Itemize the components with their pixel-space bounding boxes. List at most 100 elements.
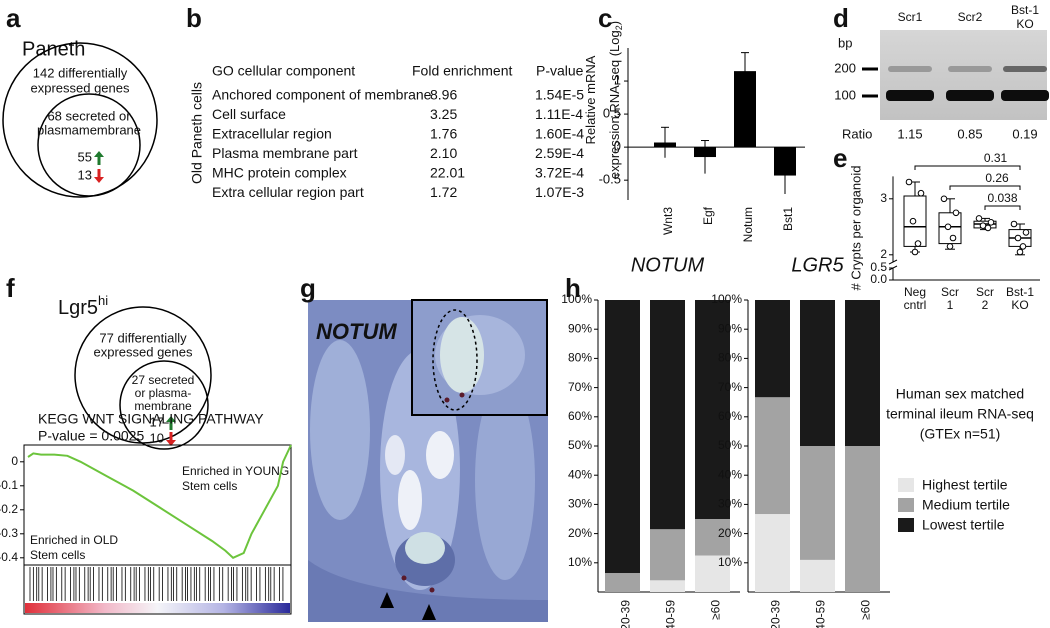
lumen: [385, 435, 405, 475]
venn-text: or plasma-: [135, 386, 192, 400]
tissue-fold: [475, 380, 535, 580]
bar-segment: [605, 573, 640, 592]
venn-text: 68 secreted or: [47, 108, 131, 123]
up-count: 17: [150, 414, 164, 429]
table-cell: Anchored component of membrane: [212, 87, 432, 103]
y-tick-label: 0.5: [870, 260, 887, 274]
table-cell: 8.96: [430, 87, 457, 103]
venn-text: 77 differentially: [99, 330, 187, 345]
down-count: 10: [150, 430, 164, 445]
x-tick-label: Notum: [741, 207, 755, 242]
panel-letter: a: [6, 3, 21, 33]
table-cell: Plasma membrane part: [212, 145, 358, 161]
bracket: [914, 165, 1021, 170]
y-tick-label: -0.5: [599, 172, 621, 187]
up-arrow: [166, 416, 176, 430]
y-axis-label: Relative mRNA: [583, 55, 598, 144]
histology-image: [308, 299, 548, 622]
bracket: [984, 205, 1021, 210]
panel-letter: f: [6, 273, 15, 303]
table-cell: 22.01: [430, 165, 465, 181]
arrowhead: [380, 592, 394, 608]
data-point: [944, 223, 952, 231]
y-tick-label: 60%: [718, 409, 742, 423]
x-tick-label: Egf: [701, 206, 715, 225]
data-point: [984, 224, 992, 232]
tissue-fold: [310, 340, 370, 520]
y-tick-label: 1: [614, 72, 621, 87]
legend-swatch: [898, 518, 914, 532]
y-tick-label: -0.4: [0, 550, 18, 564]
p-value: 0.038: [987, 191, 1017, 205]
granules: [405, 532, 445, 564]
down-arrow: [94, 169, 104, 183]
data-point: [914, 240, 922, 247]
panel-letter: h: [565, 273, 581, 303]
x-tick-label: Bst-1: [1006, 285, 1034, 299]
y-tick-label: 100%: [561, 292, 592, 306]
y-tick-label: -0.3: [0, 526, 18, 540]
venn-text: expressed genes: [30, 80, 130, 95]
signal-dot: [444, 397, 450, 403]
table-cell: 1.54E-5: [535, 87, 584, 103]
legend-label: Highest tertile: [922, 477, 1008, 493]
x-tick-label: ≥60: [709, 600, 723, 620]
chart-subtitle: P-value = 0.0025: [38, 428, 144, 444]
bar-segment: [755, 514, 790, 592]
x-tick-label: Scr: [976, 285, 994, 299]
legend-swatch: [898, 498, 914, 512]
legend-title: Human sex matched: [896, 386, 1024, 402]
data-point: [946, 243, 954, 250]
venn-text: plasmamembrane: [37, 122, 141, 137]
panel-letter: g: [300, 273, 316, 303]
y-tick-label: 70%: [718, 380, 742, 394]
bar: [734, 71, 756, 148]
table-cell: Cell surface: [212, 106, 286, 122]
y-tick-label: 30%: [718, 497, 742, 511]
marker-label: 100: [834, 87, 856, 102]
inset-granules: [440, 317, 484, 393]
table-cell: Extra cellular region part: [212, 184, 364, 200]
up-count: 55: [78, 149, 92, 164]
title-main: Lgr5: [58, 297, 98, 319]
data-point: [909, 217, 917, 225]
bracket: [949, 185, 1021, 190]
table-cell: 1.07E-3: [535, 184, 584, 200]
y-tick-label: 80%: [718, 351, 742, 365]
bar-segment: [800, 559, 835, 592]
bar-segment: [755, 397, 790, 515]
annotation: Stem cells: [182, 479, 237, 493]
x-tick-label: cntrl: [904, 298, 927, 312]
x-tick-label: 1: [947, 298, 954, 312]
annotation: Enriched in YOUNG: [182, 464, 289, 478]
y-tick-label: 40%: [718, 467, 742, 481]
y-tick-label: 10%: [718, 555, 742, 569]
enrichment-line: [27, 444, 292, 559]
data-point: [1016, 248, 1024, 256]
column-header: GO cellular component: [212, 63, 355, 79]
bar-segment: [755, 300, 790, 398]
panel-letter: d: [833, 3, 849, 33]
lane-label: Scr1: [898, 10, 923, 24]
x-tick-label: Bst1: [781, 207, 795, 231]
data-point: [1010, 220, 1018, 228]
ratio: 1.15: [897, 126, 922, 141]
y-tick-label: 2: [880, 247, 887, 261]
inset-outline: [432, 309, 478, 411]
x-tick-label: 20-39: [619, 600, 633, 628]
gel-band: [948, 66, 992, 72]
y-tick-label: 3: [880, 191, 887, 205]
y-tick-label: 30%: [568, 497, 592, 511]
y-tick-label: 100%: [711, 292, 742, 306]
legend-title: (GTEx n=51): [920, 426, 1001, 442]
y-tick-label: 10%: [568, 555, 592, 569]
gel: [880, 30, 1047, 120]
data-point: [911, 248, 919, 256]
annotation: Stem cells: [30, 548, 85, 562]
lane-label: KO: [1016, 17, 1033, 31]
y-tick-label: 0: [11, 454, 18, 468]
y-tick-label: 90%: [568, 321, 592, 335]
lane-label: Scr2: [958, 10, 983, 24]
venn-title: Lgr5hi: [58, 293, 108, 319]
